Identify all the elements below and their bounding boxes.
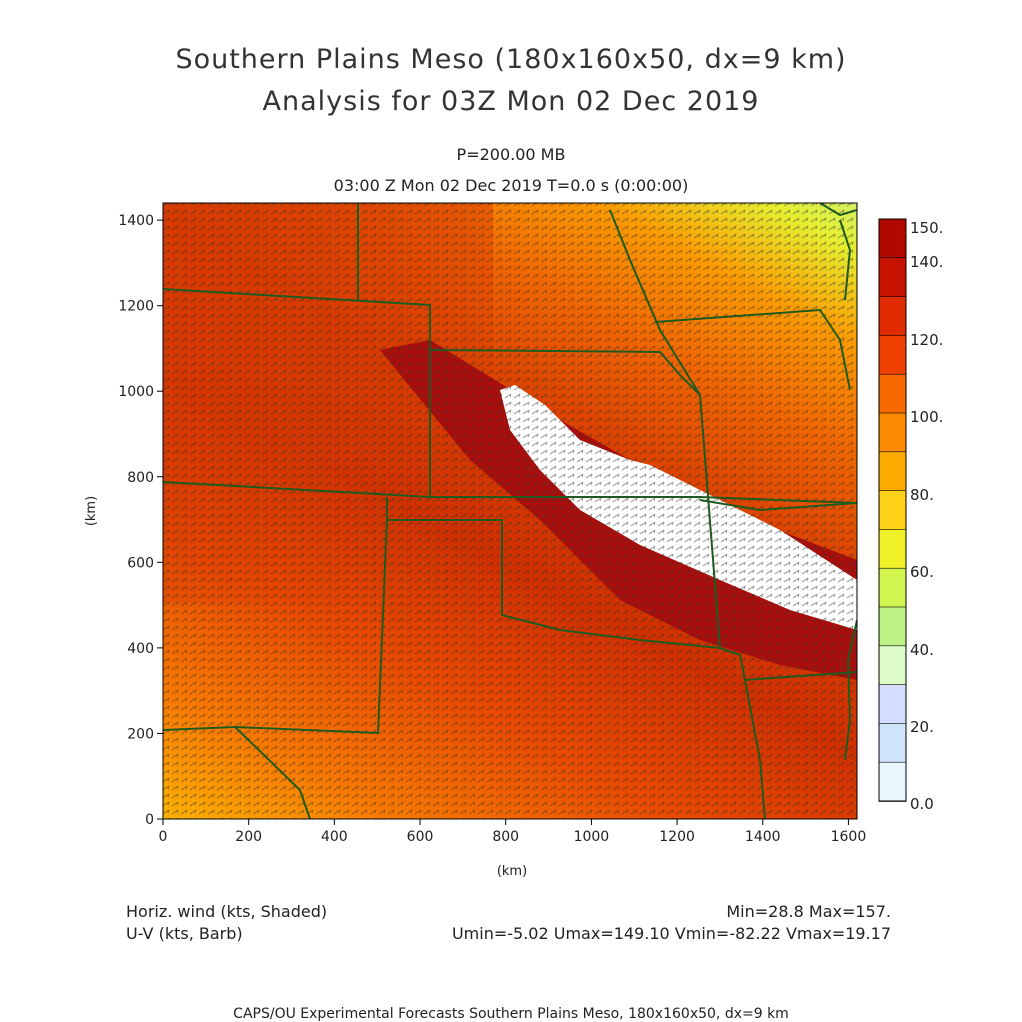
y-tick-label: 600: [127, 555, 154, 571]
colorbar-swatch: [878, 373, 907, 414]
legend-shaded-field: Horiz. wind (kts, Shaded): [126, 902, 328, 921]
colorbar-label: 120.: [910, 331, 943, 349]
colorbar-swatch: [878, 451, 907, 492]
y-tick-label: 0: [145, 812, 154, 828]
colorbar-swatch: [878, 567, 907, 608]
x-tick-label: 600: [407, 829, 434, 845]
colorbar-swatch: [878, 218, 907, 259]
colorbar-frame: [878, 218, 907, 802]
colorbar-swatch: [878, 490, 907, 531]
y-tick-label: 1400: [118, 213, 154, 229]
legend-uv-range: Umin=-5.02 Umax=149.10 Vmin=-82.22 Vmax=…: [451, 924, 891, 943]
colorbar-label: 40.: [910, 641, 934, 659]
x-tick-label: 400: [321, 829, 348, 845]
y-axis-ticks: 0 200 400 600 800 1000 1200 1400: [118, 213, 163, 828]
colorbar-swatch: [878, 684, 907, 725]
legend-min-max: Min=28.8 Max=157.: [726, 902, 891, 921]
colorbar-label: 0.0: [910, 795, 934, 813]
colorbar-label: 80.: [910, 486, 934, 504]
title-line-2: Analysis for 03Z Mon 02 Dec 2019: [262, 86, 760, 117]
colorbar-label: 20.: [910, 718, 934, 736]
colorbar-swatch: [878, 606, 907, 647]
colorbar-swatch: [878, 335, 907, 375]
x-tick-label: 1400: [745, 829, 781, 845]
y-axis-label: (km): [84, 496, 99, 526]
x-tick-label: 1000: [574, 829, 610, 845]
x-tick-label: 1200: [659, 829, 695, 845]
x-axis-label: (km): [497, 864, 527, 879]
footer-credit: CAPS/OU Experimental Forecasts Southern …: [233, 1006, 789, 1022]
title-line-1: Southern Plains Meso (180x160x50, dx=9 k…: [175, 44, 847, 75]
y-tick-label: 200: [127, 726, 154, 742]
colorbar-label: 100.: [910, 408, 943, 426]
colorbar-swatch: [878, 296, 907, 337]
x-tick-label: 1600: [831, 829, 867, 845]
y-tick-label: 800: [127, 470, 154, 486]
legend-barb-field: U-V (kts, Barb): [126, 924, 243, 943]
y-tick-label: 400: [127, 641, 154, 657]
colorbar: 150. 140. 120. 100. 80. 60. 40. 20. 0.0: [878, 218, 943, 813]
x-tick-label: 800: [492, 829, 519, 845]
colorbar-swatch: [878, 529, 907, 570]
colorbar-label: 150.: [910, 219, 943, 237]
plot-frame: [162, 202, 858, 820]
wind-barbs-field: [163, 203, 857, 819]
colorbar-swatch: [878, 761, 907, 802]
state-borders: [163, 203, 857, 819]
valid-time-label: 03:00 Z Mon 02 Dec 2019 T=0.0 s (0:00:00…: [333, 176, 689, 195]
pressure-level-label: P=200.00 MB: [456, 145, 566, 164]
colorbar-label: 60.: [910, 563, 934, 581]
colorbar-label: 140.: [910, 253, 943, 271]
x-axis-ticks: 0 200 400 600 800 1000 1200 1400 1600: [159, 819, 867, 845]
y-tick-label: 1000: [118, 384, 154, 400]
colorbar-swatch: [878, 723, 907, 764]
colorbar-swatch: [878, 645, 907, 686]
colorbar-swatch: [878, 412, 907, 453]
x-tick-label: 200: [235, 829, 262, 845]
colorbar-swatch: [878, 257, 907, 298]
y-tick-label: 1200: [118, 299, 154, 315]
x-tick-label: 0: [159, 829, 168, 845]
